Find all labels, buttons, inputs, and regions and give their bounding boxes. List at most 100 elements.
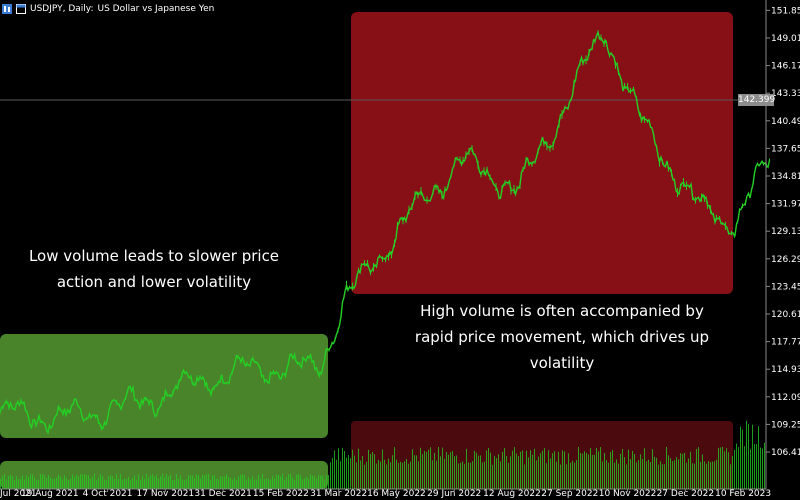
volume-bar xyxy=(232,479,233,489)
volume-bar xyxy=(598,451,599,489)
volume-bar xyxy=(88,475,89,489)
volume-bar xyxy=(716,459,717,489)
volume-bar xyxy=(340,461,341,489)
price-tick-label: 112.090 xyxy=(771,393,800,403)
volume-bar xyxy=(178,478,179,489)
volume-bar xyxy=(244,474,245,489)
price-series xyxy=(0,30,771,435)
volume-bar xyxy=(354,455,355,489)
volume-bar xyxy=(588,454,589,489)
volume-bar xyxy=(530,450,531,489)
volume-bar xyxy=(184,480,185,489)
price-tick-label: 137.650 xyxy=(771,144,800,154)
volume-bar xyxy=(220,476,221,489)
volume-bar xyxy=(686,462,687,489)
volume-bar xyxy=(226,474,227,489)
price-tick-label: 131.970 xyxy=(771,200,800,210)
volume-bar xyxy=(676,457,677,489)
volume-bar xyxy=(304,478,305,489)
volume-bar xyxy=(238,476,239,489)
volume-bar xyxy=(544,448,545,489)
volume-bar xyxy=(142,475,143,489)
volume-bar xyxy=(754,444,755,489)
chart-type-icon[interactable] xyxy=(2,4,12,14)
volume-bar xyxy=(510,456,511,489)
volume-bar xyxy=(386,464,387,489)
price-tick-label: 146.170 xyxy=(771,62,800,72)
volume-bar xyxy=(308,478,309,489)
volume-bar xyxy=(576,459,577,489)
volume-bar xyxy=(148,477,149,489)
volume-bar xyxy=(376,463,377,489)
volume-bar xyxy=(590,448,591,489)
volume-bar xyxy=(86,474,87,489)
volume-bar xyxy=(546,463,547,489)
volume-bar xyxy=(166,473,167,489)
volume-bar xyxy=(622,448,623,489)
volume-bar xyxy=(12,476,13,489)
price-tick-label: 123.450 xyxy=(771,282,800,292)
volume-bar xyxy=(268,478,269,489)
volume-bar xyxy=(76,474,77,489)
volume-bar xyxy=(162,473,163,489)
volume-bar xyxy=(4,474,5,489)
time-tick-label: 17 Nov 2021 xyxy=(137,489,195,499)
volume-bar xyxy=(66,477,67,489)
volume-bar xyxy=(730,464,731,489)
volume-bar xyxy=(170,474,171,489)
volume-bar xyxy=(230,477,231,489)
volume-bar xyxy=(64,475,65,489)
price-tick-label: 151.850 xyxy=(771,6,800,16)
volume-bar xyxy=(130,480,131,489)
volume-bar xyxy=(620,453,621,489)
volume-bar xyxy=(734,449,735,489)
volume-bar xyxy=(660,461,661,489)
volume-bar xyxy=(272,475,273,489)
price-tick-label: 143.330 xyxy=(771,89,800,99)
volume-bar xyxy=(370,453,371,489)
window-icon[interactable] xyxy=(16,4,26,14)
volume-bar xyxy=(72,474,73,489)
volume-bar xyxy=(62,479,63,489)
volume-bar xyxy=(38,479,39,489)
chart-description: US Dollar vs Japanese Yen xyxy=(97,4,215,14)
volume-bar xyxy=(484,461,485,489)
volume-bar xyxy=(626,464,627,489)
volume-bar xyxy=(300,475,301,489)
volume-bar xyxy=(150,475,151,489)
volume-bar xyxy=(568,453,569,489)
volume-bar xyxy=(24,479,25,489)
chart-symbol: USDJPY, Daily: xyxy=(30,4,94,14)
volume-bar xyxy=(336,459,337,489)
volume-bar xyxy=(302,479,303,489)
volume-bar xyxy=(426,451,427,489)
volume-bar xyxy=(536,460,537,489)
volume-bar xyxy=(506,456,507,489)
volume-bar xyxy=(454,456,455,489)
volume-bar xyxy=(742,429,743,489)
volume-bar xyxy=(464,463,465,489)
volume-bar xyxy=(294,480,295,489)
volume-bar xyxy=(360,460,361,489)
volume-bar xyxy=(582,453,583,489)
volume-bar xyxy=(254,479,255,489)
volume-bar xyxy=(200,478,201,489)
volume-bar xyxy=(274,478,275,489)
volume-bar xyxy=(434,453,435,489)
volume-bar xyxy=(342,447,343,489)
volume-bar xyxy=(252,476,253,489)
volume-bar xyxy=(242,474,243,489)
volume-bar xyxy=(748,424,749,489)
volume-bar xyxy=(98,477,99,489)
volume-bar xyxy=(744,446,745,489)
volume-bar xyxy=(504,447,505,489)
volume-bar xyxy=(210,479,211,489)
volume-bar xyxy=(586,452,587,489)
volume-bar xyxy=(196,474,197,489)
volume-bar xyxy=(422,454,423,489)
volume-bar xyxy=(728,452,729,489)
volume-bar xyxy=(298,474,299,489)
volume-bar xyxy=(580,452,581,489)
volume-bar xyxy=(448,454,449,489)
